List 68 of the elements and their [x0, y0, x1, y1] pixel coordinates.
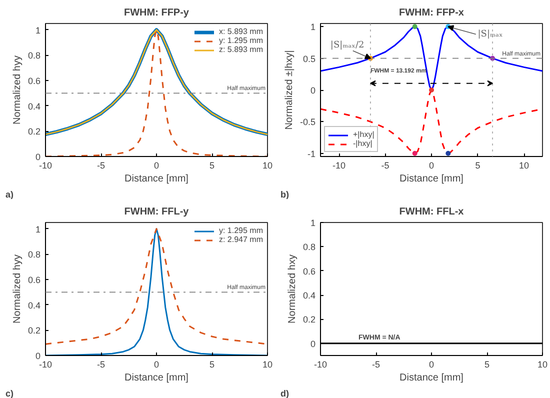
x-tick-label: 5 — [475, 160, 480, 170]
y-tick-label: 0 — [310, 338, 316, 349]
y-tick-label: 0 — [310, 86, 316, 96]
y-axis-title: Normalized ±|hxy| — [284, 50, 295, 130]
text: c) — [6, 388, 14, 398]
y-tick-label: 0.4 — [28, 101, 41, 112]
y-tick-label: 0 — [35, 152, 41, 162]
legend-label: y: 1.295 mm — [218, 36, 263, 45]
annotation: |S|ₘₐₓ/2 — [330, 40, 364, 51]
x-tick-label: 10 — [262, 160, 273, 170]
y-tick-label: -0.5 — [300, 117, 316, 128]
x-tick-label: -5 — [97, 360, 106, 370]
y-tick-label: 0.4 — [302, 290, 316, 301]
text: a) — [6, 190, 14, 200]
x-tick-label: -10 — [314, 360, 328, 370]
legend-label: z: 2.947 mm — [218, 235, 263, 244]
chart-title: FWHM: FFL-y — [124, 206, 190, 218]
x-axis-title: Distance [mm] — [400, 372, 464, 384]
y-tick-label: 0 — [35, 351, 41, 361]
x-axis-title: Distance [mm] — [124, 372, 189, 384]
y-axis-title: Normalized hxy — [286, 254, 298, 324]
x-tick-label: 5 — [209, 360, 215, 370]
y-tick-label: 1 — [310, 22, 316, 32]
y-tick-label: 0.6 — [302, 266, 316, 276]
y-tick-label: 1 — [35, 25, 41, 36]
y-tick-label: 0.6 — [28, 275, 41, 285]
y-tick-label: 1 — [35, 224, 41, 234]
x-tick-label: 10 — [537, 360, 548, 370]
x-tick-label: -10 — [38, 360, 52, 370]
x-tick-label: -5 — [97, 160, 106, 170]
text: d) — [280, 388, 289, 398]
y-tick-label: 0.2 — [28, 126, 41, 137]
legend-label: -|hxy| — [353, 139, 373, 148]
y-tick-label: 0.2 — [302, 314, 316, 325]
y-tick-label: 0.8 — [28, 50, 41, 61]
x-axis-title: Distance [mm] — [400, 174, 464, 184]
x-tick-label: 10 — [518, 160, 530, 170]
x-tick-label: 0 — [428, 160, 434, 170]
y-tick-label: -1 — [308, 148, 316, 159]
y-tick-label: 0.2 — [28, 326, 41, 336]
chart-title: FWHM: FFP-x — [399, 8, 464, 18]
x-tick-label: 0 — [428, 360, 434, 370]
chart-title: FWHM: FFP-y — [124, 8, 190, 18]
x-tick-label: -10 — [38, 160, 52, 170]
y-tick-label: 1 — [310, 218, 316, 228]
y-axis-title: Normalized hyy — [12, 254, 23, 324]
x-tick-label: 5 — [209, 160, 215, 170]
y-tick-label: 0.6 — [28, 76, 41, 86]
y-tick-label: 0.4 — [28, 300, 41, 310]
y-tick-label: 0.5 — [302, 54, 316, 64]
x-tick-label: -10 — [332, 160, 346, 170]
text: b) — [280, 190, 289, 200]
x-tick-label: -5 — [372, 360, 380, 370]
x-tick-label: 0 — [154, 160, 160, 170]
legend-label: x: 5.893 mm — [218, 27, 263, 36]
legend-label: z: 5.893 mm — [218, 45, 263, 54]
y-tick-label: 0.8 — [302, 242, 316, 252]
annotation: |S|ₘₐₓ — [478, 29, 503, 40]
x-tick-label: -5 — [381, 160, 390, 170]
x-tick-label: 5 — [484, 360, 490, 370]
x-axis-title: Distance [mm] — [124, 174, 189, 184]
legend-label: +|hxy| — [353, 130, 374, 139]
chart-title: FWHM: FFL-x — [399, 206, 464, 218]
legend-label: y: 1.295 mm — [218, 226, 263, 235]
y-tick-label: 0.8 — [28, 250, 41, 260]
x-tick-label: 10 — [262, 360, 273, 370]
x-tick-label: 0 — [154, 360, 160, 370]
y-axis-title: Normalized hyy — [12, 56, 23, 124]
